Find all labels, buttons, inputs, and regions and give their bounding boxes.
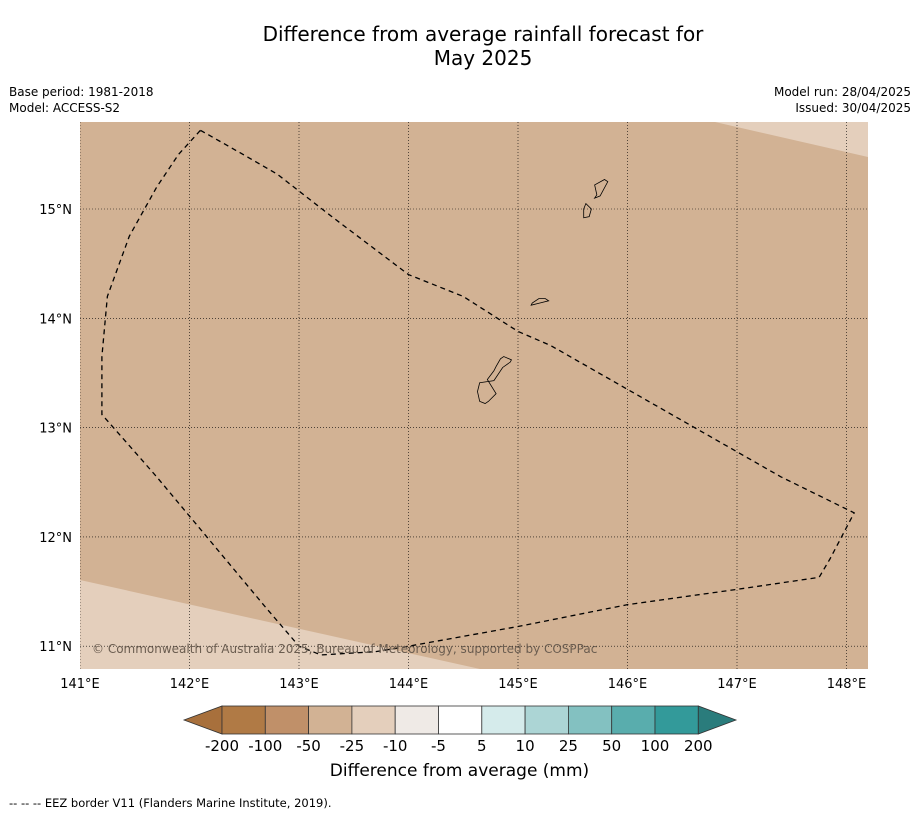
model-run-label: Model run: 28/04/2025 bbox=[773, 85, 911, 99]
colorbar-tick-label: -100 bbox=[248, 737, 282, 755]
title-line-1: Difference from average rainfall forecas… bbox=[262, 22, 704, 46]
colorbar-segment bbox=[481, 705, 526, 735]
lon-tick-label: 143°E bbox=[279, 677, 319, 692]
colorbar-tick-label: 100 bbox=[641, 737, 670, 755]
map-figure: © Commonwealth of Australia 2025, Bureau… bbox=[39, 122, 868, 692]
colorbar-segment bbox=[308, 705, 353, 735]
lat-tick-label: 11°N bbox=[39, 640, 72, 655]
lon-tick-label: 145°E bbox=[498, 677, 538, 692]
lon-tick-label: 146°E bbox=[608, 677, 648, 692]
colorbar-tick-label: 25 bbox=[559, 737, 578, 755]
metadata-left: Base period: 1981-2018 Model: ACCESS-S2 bbox=[9, 84, 154, 116]
eez-footnote: -- -- -- EEZ border V11 (Flanders Marine… bbox=[9, 796, 332, 810]
colorbar-extend-high bbox=[697, 705, 738, 735]
colorbar: -200 -100 -50 -25 -10 -5 5 10 25 50 100 200 bbox=[182, 705, 738, 755]
colorbar-segment bbox=[351, 705, 396, 735]
colorbar-tick-label: 50 bbox=[602, 737, 621, 755]
title-line-2: May 2025 bbox=[433, 46, 533, 70]
lon-tick-label: 148°E bbox=[827, 677, 867, 692]
colorbar-tick-label: -10 bbox=[383, 737, 408, 755]
base-period-label: Base period: 1981-2018 bbox=[9, 85, 154, 99]
lon-tick-label: 142°E bbox=[170, 677, 210, 692]
copyright-notice: © Commonwealth of Australia 2025, Bureau… bbox=[92, 642, 597, 656]
colorbar-tick-label: 200 bbox=[684, 737, 713, 755]
map-background bbox=[80, 122, 868, 669]
colorbar-tick-label: 5 bbox=[477, 737, 487, 755]
chart-title: Difference from average rainfall forecas… bbox=[0, 22, 919, 70]
lat-tick-label: 14°N bbox=[39, 312, 72, 327]
colorbar-tick-label: -200 bbox=[205, 737, 239, 755]
colorbar-segment bbox=[221, 705, 266, 735]
lon-tick-label: 141°E bbox=[60, 677, 100, 692]
island-outline bbox=[593, 179, 609, 199]
colorbar-tick-label: -25 bbox=[340, 737, 365, 755]
issued-label: Issued: 30/04/2025 bbox=[795, 101, 911, 115]
colorbar-segment bbox=[264, 705, 309, 735]
gridlines bbox=[80, 122, 868, 669]
lon-tick-label: 147°E bbox=[717, 677, 757, 692]
colorbar-extend-low bbox=[182, 705, 223, 735]
colorbar-segment bbox=[568, 705, 613, 735]
colorbar-segment bbox=[524, 705, 569, 735]
colorbar-segment bbox=[394, 705, 439, 735]
colorbar-tick-label: -50 bbox=[296, 737, 321, 755]
colorbar-segment bbox=[654, 705, 699, 735]
model-label: Model: ACCESS-S2 bbox=[9, 101, 121, 115]
colorbar-segment bbox=[611, 705, 656, 735]
colorbar-title: Difference from average (mm) bbox=[329, 761, 590, 781]
lon-tick-label: 144°E bbox=[389, 677, 429, 692]
islands bbox=[477, 179, 609, 405]
light-anomaly-region-northeast bbox=[715, 122, 868, 157]
axis-ticks: 141°E 142°E 143°E 144°E 145°E 146°E 147°E 148°E… bbox=[39, 203, 866, 692]
lat-tick-label: 12°N bbox=[39, 531, 72, 546]
island-outline bbox=[477, 356, 512, 405]
colorbar-tick-label: 10 bbox=[516, 737, 535, 755]
colorbar-segment bbox=[438, 705, 483, 735]
island-outline bbox=[583, 202, 592, 219]
lat-tick-label: 15°N bbox=[39, 203, 72, 218]
lat-tick-label: 13°N bbox=[39, 422, 72, 437]
colorbar-tick-label: -5 bbox=[431, 737, 446, 755]
eez-boundary bbox=[101, 129, 856, 656]
metadata-right: Model run: 28/04/2025 Issued: 30/04/2025 bbox=[774, 84, 911, 116]
island-outline bbox=[530, 298, 550, 306]
